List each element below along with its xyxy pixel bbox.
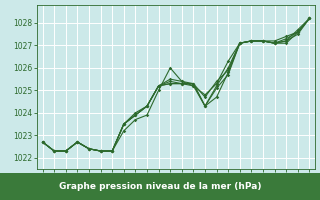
Text: Graphe pression niveau de la mer (hPa): Graphe pression niveau de la mer (hPa) [59, 182, 261, 191]
